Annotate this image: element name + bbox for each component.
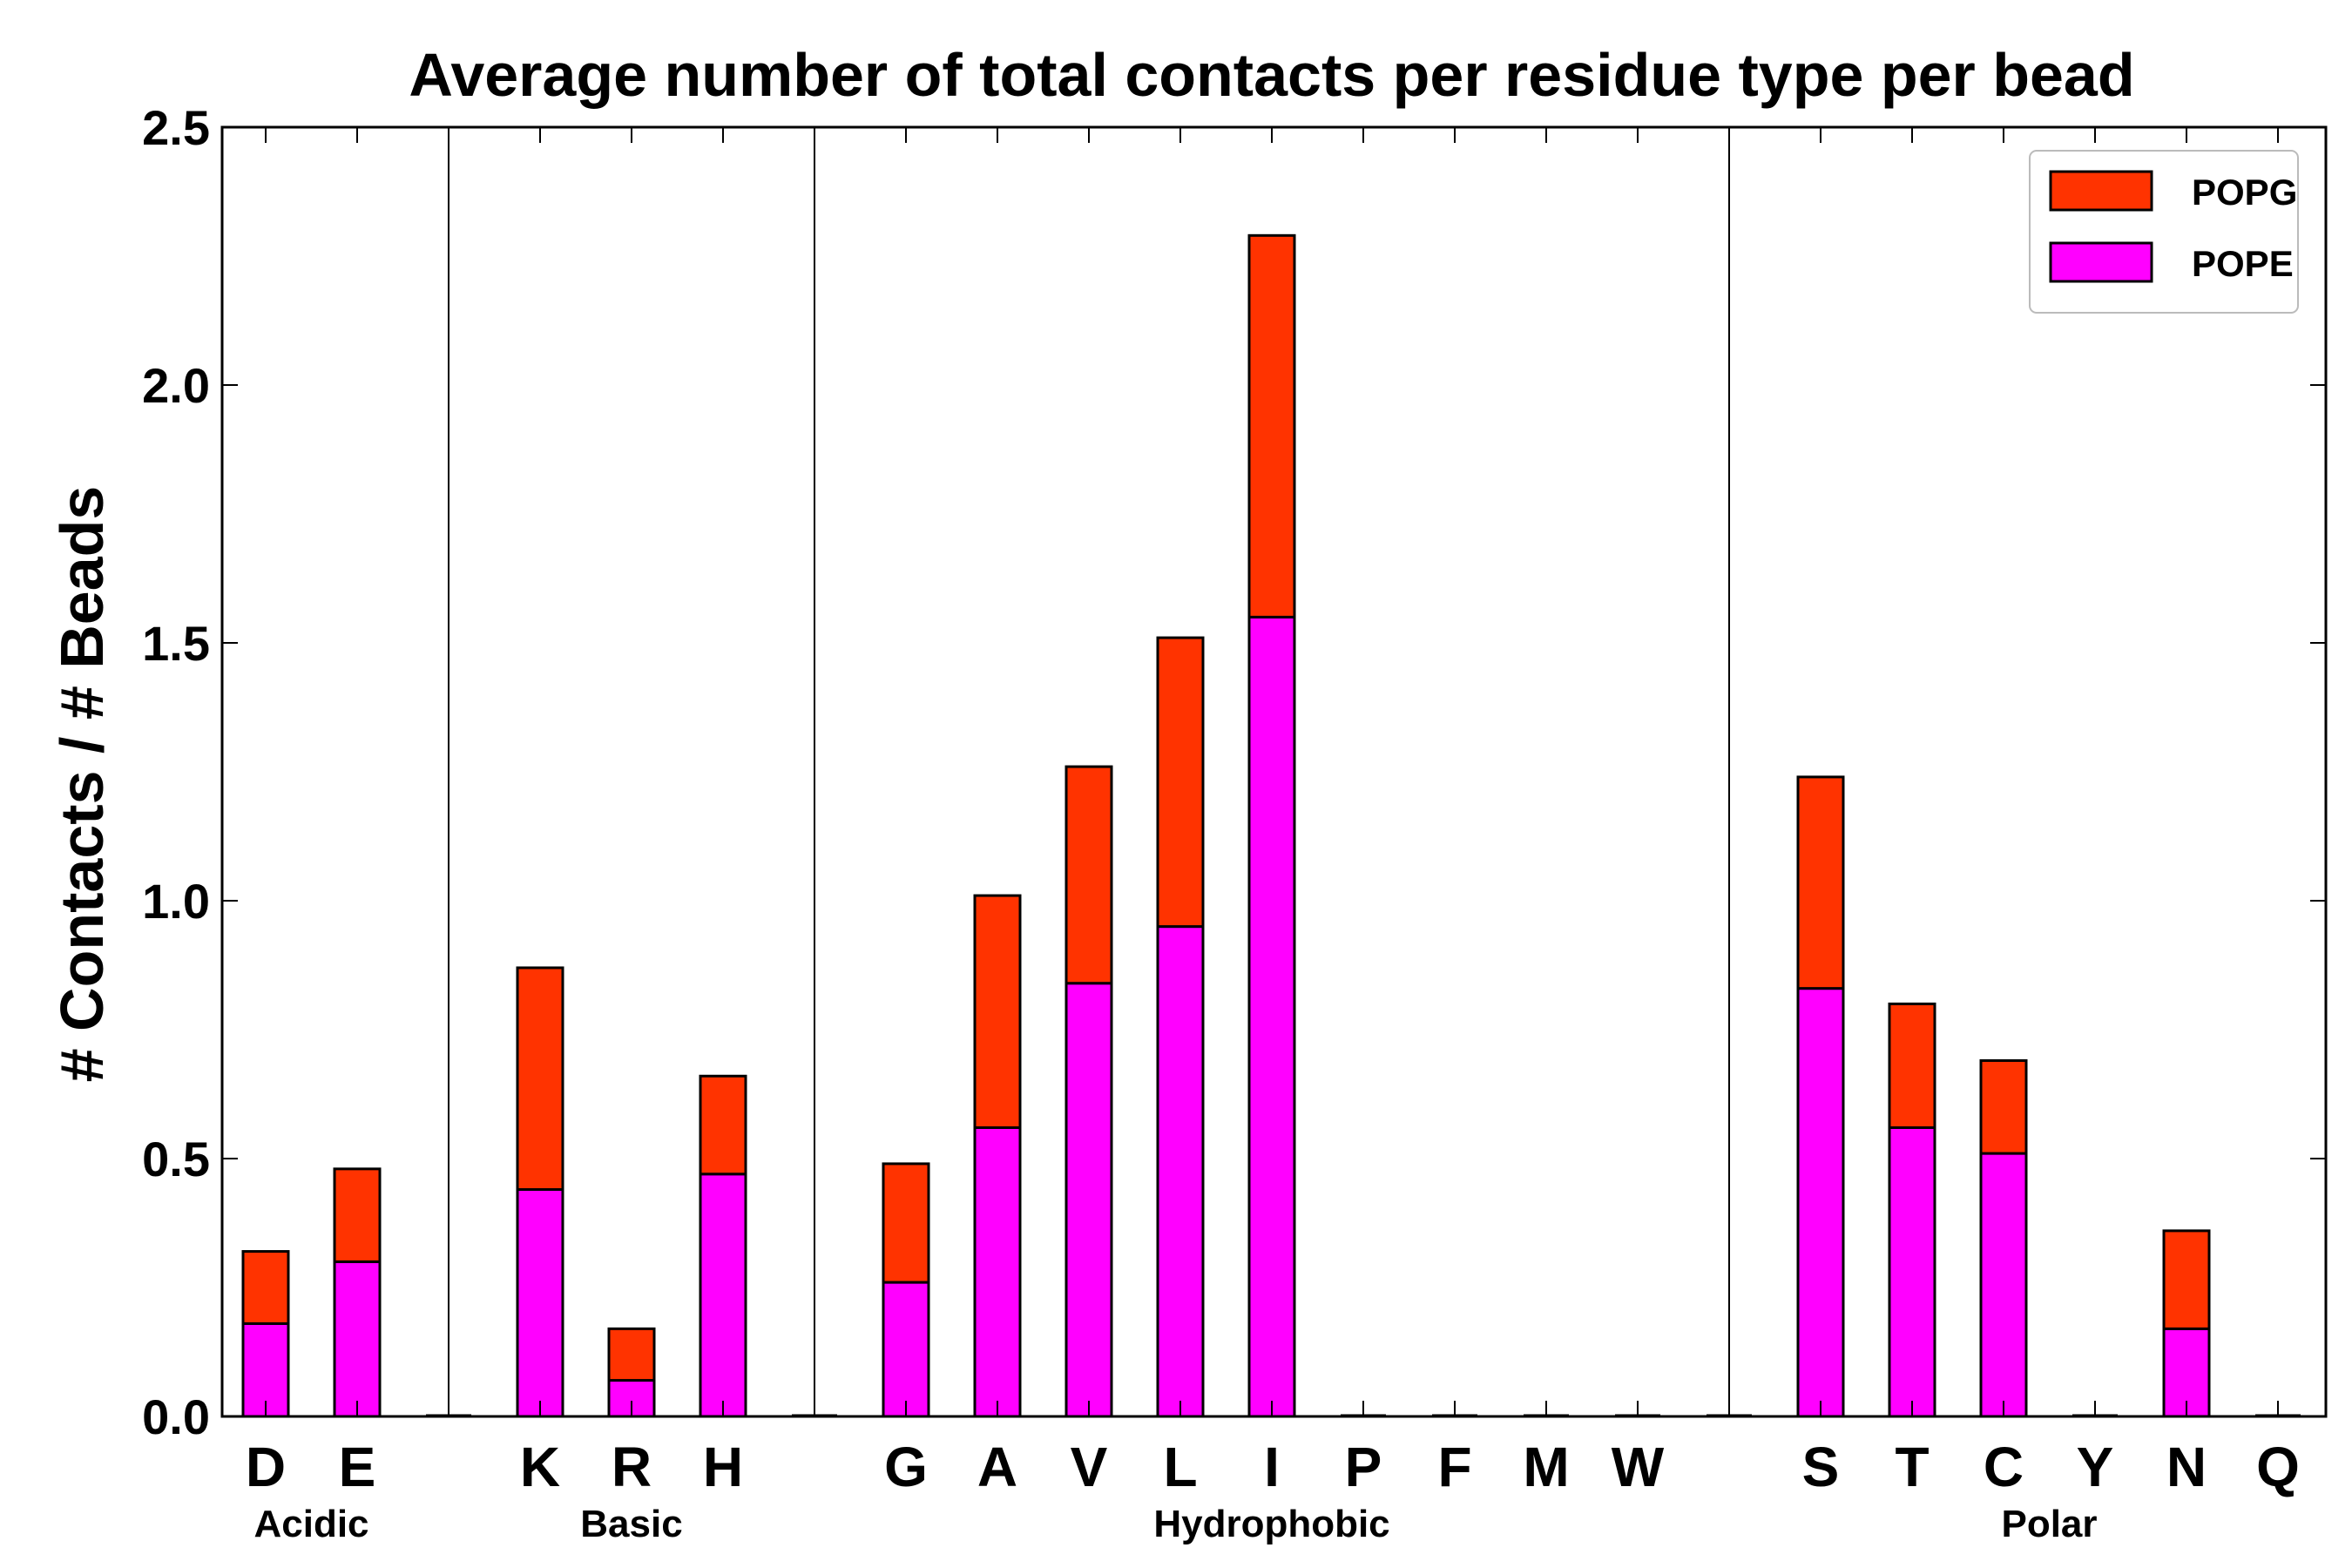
bar-popg-k: [516, 966, 564, 1192]
x-tick-label-d: D: [246, 1436, 286, 1498]
x-tick-label-v: V: [1071, 1436, 1108, 1498]
legend-swatch-pope: [2049, 241, 2153, 283]
bar-pope-v: [1064, 982, 1113, 1418]
bars-layer: [241, 233, 2301, 1418]
bar-pope-a: [973, 1125, 1022, 1418]
x-tick-label-g: G: [884, 1436, 928, 1498]
x-tick-label-i: I: [1264, 1436, 1280, 1498]
y-tick-label: 2.5: [142, 100, 210, 155]
x-tick-label-e: E: [339, 1436, 376, 1498]
y-axis-label: # Contacts / # Beads: [48, 486, 116, 1083]
bar-popg-c: [1979, 1059, 2028, 1155]
bar-popg-r: [607, 1327, 656, 1382]
bar-popg-g: [882, 1162, 930, 1284]
bar-pope-t: [1888, 1125, 1936, 1418]
bar-popg-h: [699, 1074, 747, 1176]
x-tick-label-m: M: [1523, 1436, 1569, 1498]
bar-popg-s: [1796, 775, 1845, 990]
bar-pope-h: [699, 1173, 747, 1418]
group-label-hydrophobic: Hydrophobic: [1153, 1503, 1389, 1545]
x-tick-label-n: N: [2166, 1436, 2207, 1498]
bar-popg-t: [1888, 1002, 1936, 1129]
legend-label-pope: POPE: [2192, 243, 2294, 284]
legend-label-popg: POPG: [2192, 172, 2297, 213]
bar-popg-e: [333, 1167, 382, 1263]
plot-frame: [220, 125, 2328, 1418]
bar-popg-n: [2162, 1229, 2211, 1330]
y-tick-label: 1.5: [142, 616, 210, 671]
bar-pope-g: [882, 1281, 930, 1418]
y-tick-label: 0.5: [142, 1132, 210, 1186]
bar-pope-e: [333, 1260, 382, 1418]
bar-pope-s: [1796, 987, 1845, 1418]
x-tick-label-r: R: [612, 1436, 652, 1498]
y-ticks: 0.0 0.5 1.0 1.5 2.0 2.5: [142, 100, 2326, 1444]
group-label-basic: Basic: [580, 1503, 682, 1545]
x-tick-label-h: H: [703, 1436, 743, 1498]
bar-pope-i: [1247, 615, 1296, 1418]
bar-popg-d: [241, 1250, 290, 1325]
chart-title: Average number of total contacts per res…: [409, 41, 2134, 109]
legend-swatch-popg: [2049, 170, 2153, 212]
bar-pope-k: [516, 1188, 564, 1418]
x-tick-label-t: T: [1895, 1436, 1929, 1498]
group-labels: Acidic Basic Hydrophobic Polar: [253, 1503, 2097, 1545]
bar-popg-i: [1247, 233, 1296, 618]
x-tick-label-f: F: [1437, 1436, 1471, 1498]
bar-popg-l: [1156, 636, 1205, 929]
x-tick-label-p: P: [1345, 1436, 1382, 1498]
y-tick-label: 0.0: [142, 1389, 210, 1444]
group-label-polar: Polar: [2001, 1503, 2097, 1545]
x-tick-label-a: A: [977, 1436, 1017, 1498]
bar-pope-c: [1979, 1152, 2028, 1418]
bar-popg-a: [973, 894, 1022, 1129]
group-label-acidic: Acidic: [253, 1503, 368, 1545]
x-tick-label-c: C: [1984, 1436, 2024, 1498]
x-tick-label-w: W: [1612, 1436, 1665, 1498]
y-tick-label: 1.0: [142, 874, 210, 929]
bar-pope-l: [1156, 925, 1205, 1418]
x-tick-label-k: K: [520, 1436, 560, 1498]
x-tick-label-y: Y: [2077, 1436, 2114, 1498]
x-tick-label-l: L: [1163, 1436, 1197, 1498]
x-tick-label-q: Q: [2256, 1436, 2300, 1498]
x-tick-label-s: S: [1802, 1436, 1840, 1498]
y-tick-label: 2.0: [142, 358, 210, 413]
bar-popg-v: [1064, 765, 1113, 985]
legend: POPG POPE: [2029, 150, 2299, 314]
